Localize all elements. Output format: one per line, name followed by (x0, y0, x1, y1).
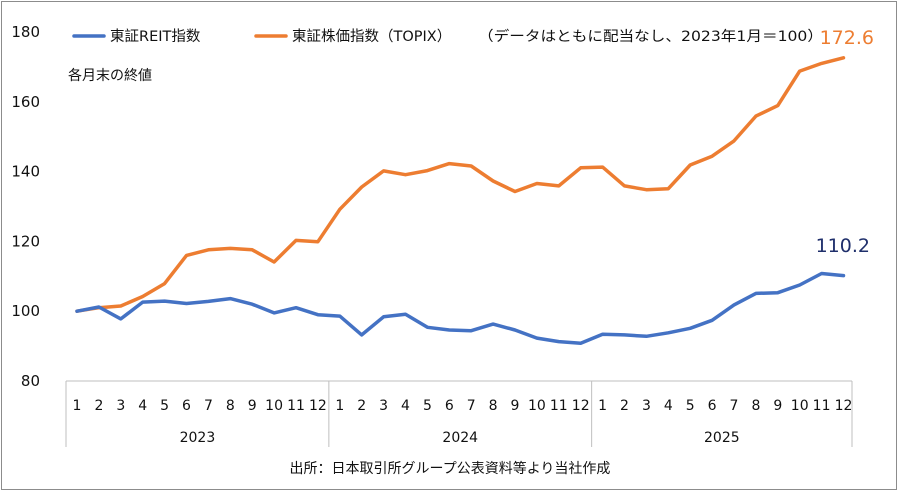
x-tick-label: 4 (401, 398, 410, 414)
x-tick-label: 3 (116, 398, 125, 414)
x-tick-label: 5 (160, 398, 169, 414)
end-label-reit: 110.2 (816, 235, 870, 257)
x-tick-label: 9 (248, 398, 257, 414)
x-tick-label: 2 (94, 398, 103, 414)
x-axis-month-labels: 1 2 3 4 5 6 7 8 9 10 11 12 1 2 3 4 5 6 7 8 9 10 11 12 1 2 3 4 5 6 7 8 9 1… (73, 398, 853, 414)
y-tick-label: 140 (11, 163, 40, 181)
series-line-topix (75, 56, 846, 313)
y-tick-label: 100 (11, 302, 40, 320)
legend-label-topix: 東証株価指数（TOPIX） (292, 28, 451, 45)
x-tick-label: 1 (335, 398, 344, 414)
x-tick-label: 11 (287, 398, 305, 414)
y-tick-label: 160 (11, 93, 40, 111)
x-tick-label: 11 (550, 398, 568, 414)
x-year-label: 2025 (704, 430, 740, 446)
end-label-topix: 172.6 (820, 27, 874, 49)
x-tick-label: 7 (467, 398, 476, 414)
x-tick-label: 10 (791, 398, 809, 414)
x-tick-label: 11 (813, 398, 831, 414)
y-tick-label: 180 (11, 23, 40, 41)
x-tick-label: 7 (204, 398, 213, 414)
y-tick-label: 120 (11, 232, 40, 250)
x-tick-label: 5 (686, 398, 695, 414)
x-tick-label: 1 (598, 398, 607, 414)
x-tick-label: 2 (357, 398, 366, 414)
x-tick-label: 7 (730, 398, 739, 414)
legend-label-reit: 東証REIT指数 (110, 28, 201, 45)
legend: 東証REIT指数 東証株価指数（TOPIX） (72, 28, 451, 45)
x-tick-label: 12 (309, 398, 327, 414)
x-year-label: 2023 (180, 430, 216, 446)
axes (65, 380, 853, 447)
x-tick-label: 3 (379, 398, 388, 414)
series-line-reit (75, 271, 846, 346)
x-tick-label: 10 (528, 398, 546, 414)
x-axis-year-labels: 2023 2024 2025 (180, 430, 740, 446)
x-tick-label: 10 (265, 398, 283, 414)
source-note: 出所：日本取引所グループ公表資料等より当社作成 (290, 460, 611, 477)
x-tick-label: 12 (572, 398, 590, 414)
data-note: （データはともに配当なし、2023年1月＝100） (478, 28, 823, 45)
x-tick-label: 6 (445, 398, 454, 414)
x-tick-label: 9 (773, 398, 782, 414)
x-year-label: 2024 (442, 430, 478, 446)
y-axis-tick-labels: 80 100 120 140 160 180 (11, 23, 40, 390)
x-tick-label: 1 (73, 398, 82, 414)
chart-subtitle: 各月末の終値 (68, 68, 152, 84)
x-tick-label: 6 (182, 398, 191, 414)
x-tick-label: 9 (511, 398, 520, 414)
x-tick-label: 4 (138, 398, 147, 414)
x-tick-label: 12 (835, 398, 853, 414)
x-tick-label: 3 (642, 398, 651, 414)
x-tick-label: 8 (751, 398, 760, 414)
x-tick-label: 2 (620, 398, 629, 414)
x-tick-label: 8 (226, 398, 235, 414)
end-value-labels: 172.6 110.2 (816, 27, 874, 257)
x-tick-label: 4 (664, 398, 673, 414)
x-tick-label: 6 (708, 398, 717, 414)
series-lines (75, 56, 846, 346)
y-tick-label: 80 (21, 372, 40, 390)
x-tick-label: 5 (423, 398, 432, 414)
x-tick-label: 8 (489, 398, 498, 414)
